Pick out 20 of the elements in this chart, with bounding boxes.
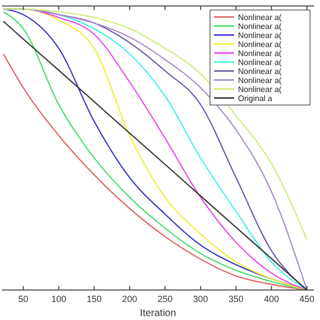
x-tick-label: 450 (299, 294, 314, 304)
legend-label: Nonlinear a( (238, 13, 282, 22)
legend-label: Nonlinear a( (238, 40, 282, 49)
x-tick-label: 300 (193, 294, 208, 304)
legend-label: Nonlinear a( (238, 49, 282, 58)
x-tick-label: 350 (228, 294, 244, 304)
x-tick-label: 50 (18, 294, 28, 304)
legend-label: Nonlinear a( (238, 22, 282, 31)
legend-label: Nonlinear a( (238, 58, 282, 67)
x-tick-label: 250 (158, 294, 173, 304)
x-tick-label: 200 (122, 294, 138, 304)
x-tick-label: 150 (86, 294, 102, 304)
x-axis-title: Iteration (140, 308, 176, 319)
legend-label: Nonlinear a( (238, 76, 282, 85)
legend-label: Nonlinear a( (238, 85, 282, 94)
legend-label: Original a (238, 94, 273, 103)
legend-label: Nonlinear a( (238, 31, 282, 40)
x-tick-label: 400 (264, 294, 279, 304)
legend-label: Nonlinear a( (238, 67, 282, 76)
x-tick-label: 100 (51, 294, 66, 304)
